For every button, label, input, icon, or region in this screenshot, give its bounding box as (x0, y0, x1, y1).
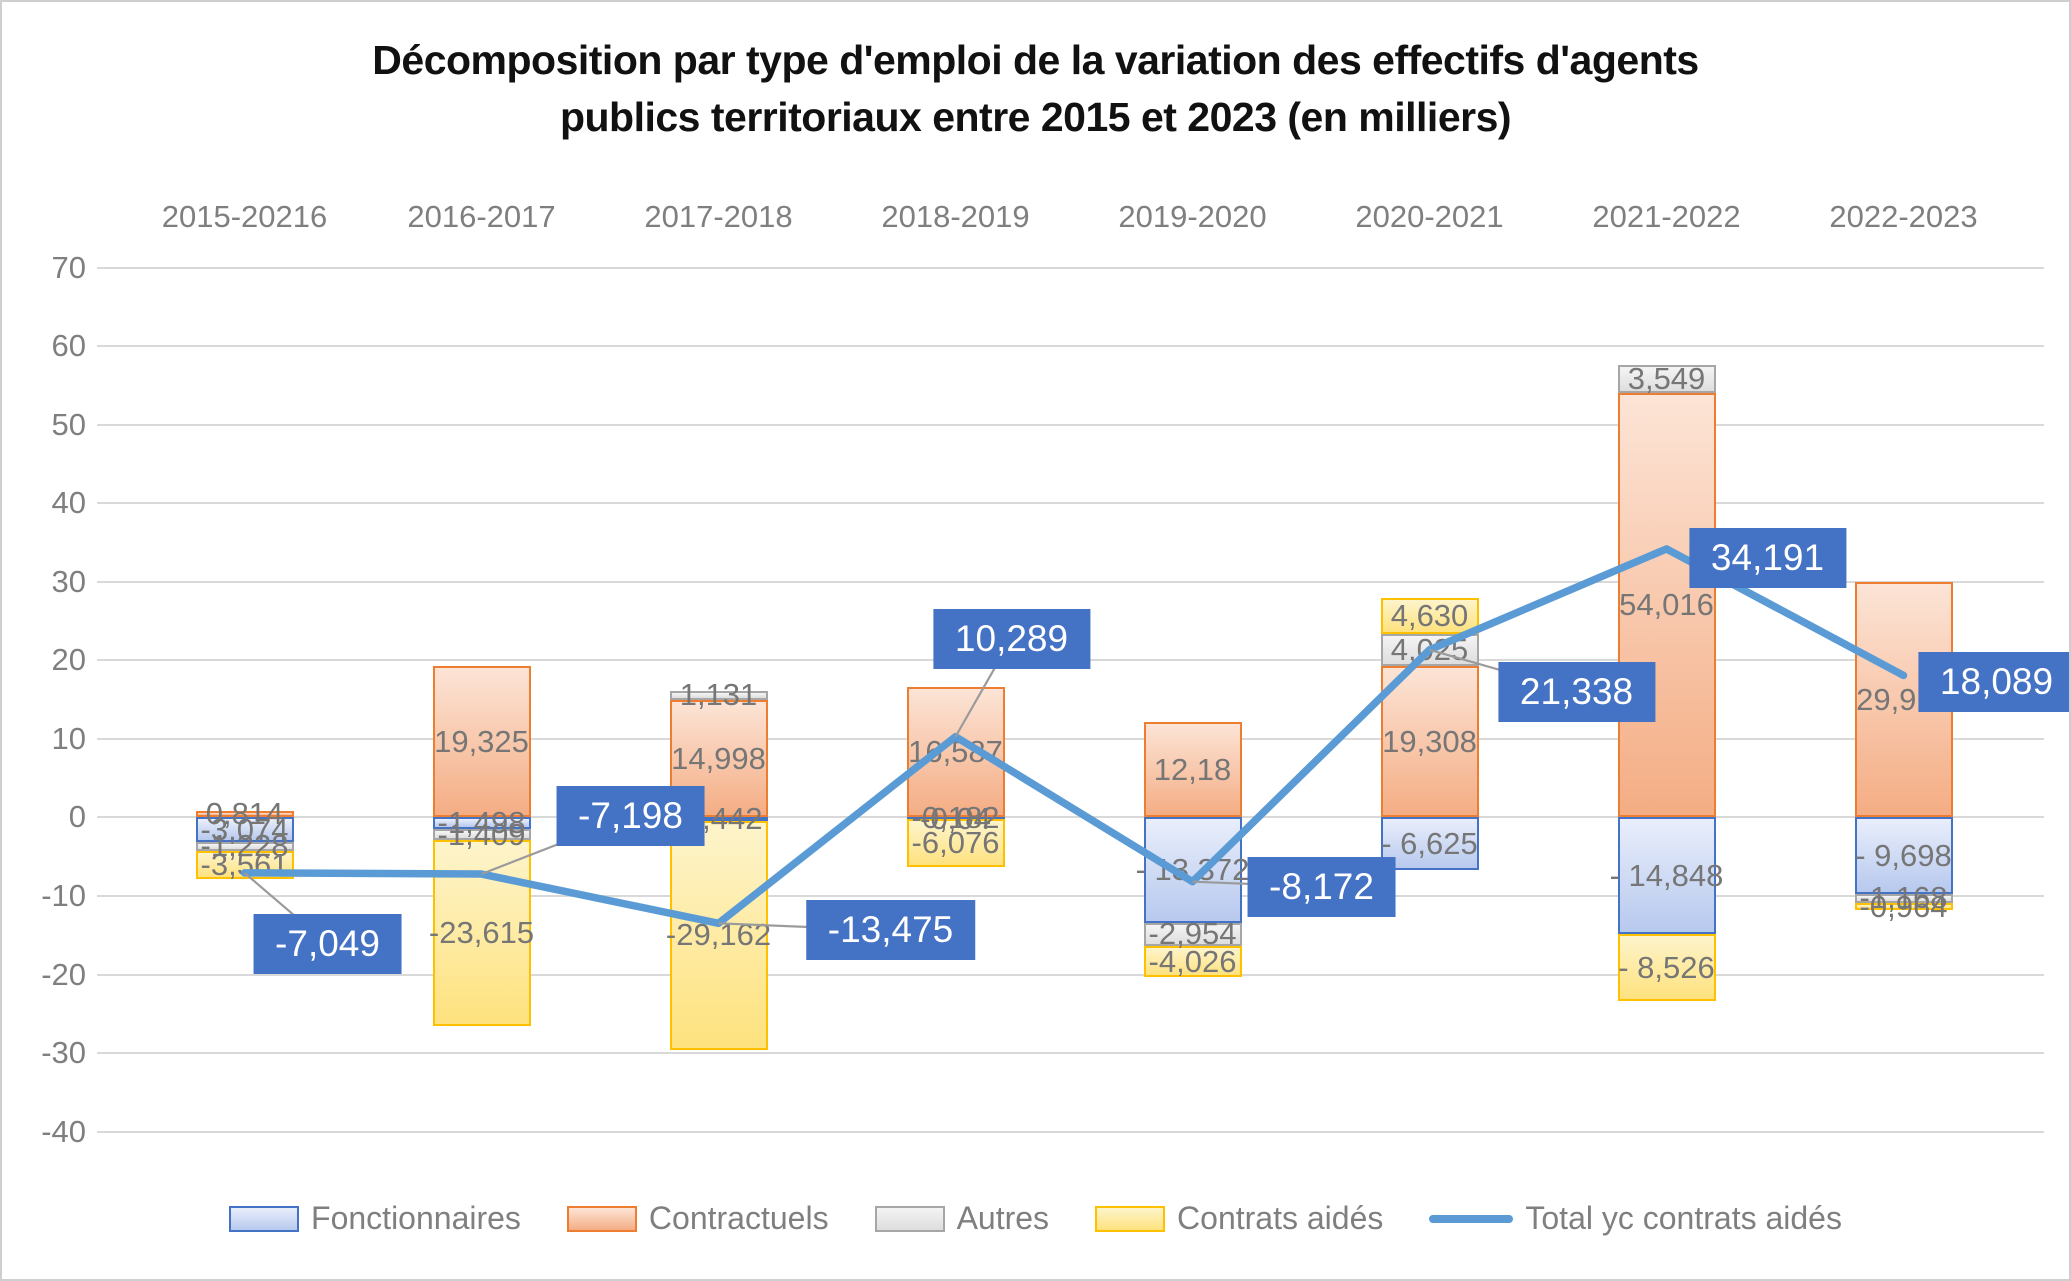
gridline (97, 1052, 2044, 1055)
data-label-contractuels: 14,998 (671, 740, 766, 776)
y-axis-tick-label: 60 (51, 328, 86, 364)
category-label: 2020-2021 (1355, 199, 1504, 234)
gridline (97, 895, 2044, 898)
gridline (97, 1130, 2044, 1133)
legend-label: Total yc contrats aidés (1525, 1200, 1842, 1236)
data-label-contrats-aides: -23,615 (428, 915, 535, 951)
legend-item: Fonctionnaires (229, 1200, 521, 1237)
data-label-autres: 4,025 (1390, 631, 1469, 667)
rect-yellow-swatch-icon (1095, 1205, 1166, 1232)
legend-item: Contrats aidés (1095, 1200, 1383, 1237)
data-label-autres: 1,131 (679, 677, 758, 713)
legend-label: Contrats aidés (1177, 1200, 1384, 1236)
data-label-contractuels: 12,18 (1153, 751, 1232, 787)
data-label-contrats-aides: -6,076 (911, 825, 1000, 861)
data-label-autres: -1,409 (437, 816, 526, 852)
legend-item: Autres (874, 1200, 1050, 1237)
total-label-box: 18,089 (1917, 652, 2069, 713)
data-label-contractuels: 19,325 (434, 723, 529, 759)
y-axis-tick-label: -30 (41, 1035, 86, 1071)
category-label: 2016-2017 (407, 199, 556, 234)
total-label-box: -7,049 (253, 913, 402, 974)
gridline (97, 423, 2044, 426)
data-label-contractuels: 0,814 (205, 796, 284, 832)
gridline (97, 502, 2044, 505)
chart-title: Décomposition par type d'emploi de la va… (372, 37, 1699, 140)
data-label-contrats-aides: -4,026 (1148, 943, 1237, 979)
category-label: 2022-2023 (1829, 199, 1978, 234)
category-label: 2019-2020 (1118, 199, 1267, 234)
y-axis-tick-label: 0 (68, 799, 86, 835)
gridline (97, 816, 2044, 819)
data-label-contrats-aides: - 8,526 (1618, 949, 1715, 985)
legend-label: Fonctionnaires (311, 1200, 521, 1236)
y-axis-tick-label: 30 (51, 563, 86, 599)
legend-label: Contractuels (648, 1200, 829, 1236)
total-label-box: 10,289 (932, 608, 1091, 669)
gridline (97, 266, 2044, 269)
rect-gray-swatch-icon (874, 1205, 945, 1232)
data-label-autres: 3,549 (1627, 361, 1706, 397)
rect-blue-swatch-icon (229, 1205, 300, 1232)
data-label-contrats-aides: -3,561 (200, 847, 289, 883)
data-label-contrats-aides: 4,630 (1390, 598, 1469, 633)
y-axis-tick-label: 10 (51, 720, 86, 756)
y-axis-tick-label: -40 (41, 1113, 86, 1149)
data-label-fonctionnaires: - 9,698 (1855, 837, 1952, 873)
data-label-contrats-aides: -0,964 (1859, 888, 1948, 924)
total-label-box: -7,198 (556, 786, 705, 847)
data-label-fonctionnaires: - 14,848 (1609, 857, 1724, 893)
chart-legend: Fonctionnaires Contractuels Autres Contrats… (2, 1200, 2069, 1237)
y-axis-tick-label: 50 (51, 406, 86, 442)
total-label-box: -8,172 (1247, 856, 1396, 917)
y-axis-tick-label: -10 (41, 878, 86, 914)
total-label-box: 34,191 (1688, 527, 1847, 588)
gridline (97, 737, 2044, 740)
legend-item: Contractuels (566, 1200, 829, 1237)
data-label-contractuels: 54,016 (1619, 587, 1714, 623)
bar-segment-contrats-aides (1143, 945, 1242, 978)
legend-item: Total yc contrats aidés (1429, 1200, 1842, 1237)
y-axis-tick-label: -20 (41, 956, 86, 992)
data-label-contrats-aides: -29,162 (665, 917, 772, 953)
gridline (97, 973, 2044, 976)
y-axis-tick-label: 70 (51, 249, 86, 285)
category-label: 2021-2022 (1592, 199, 1741, 234)
y-axis-tick-label: 40 (51, 485, 86, 521)
category-label: 2015-20216 (161, 199, 328, 234)
category-label: 2017-2018 (644, 199, 793, 234)
category-label: 2018-2019 (881, 199, 1030, 234)
gridline (97, 345, 2044, 348)
total-label-box: -13,475 (805, 900, 976, 961)
bar-segment-autres (1617, 365, 1716, 394)
legend-label: Autres (956, 1200, 1050, 1236)
data-label-fonctionnaires: - 13,372 (1135, 852, 1250, 887)
line-blue-swatch-icon (1429, 1214, 1514, 1223)
total-label-box: 21,338 (1497, 661, 1656, 722)
data-label-contractuels: 16,587 (908, 734, 1003, 770)
data-label-contractuels: 19,308 (1382, 723, 1477, 759)
rect-orange-swatch-icon (566, 1205, 637, 1232)
y-axis-tick-label: 20 (51, 642, 86, 678)
bar-segment-contrats-aides (1617, 934, 1716, 1002)
